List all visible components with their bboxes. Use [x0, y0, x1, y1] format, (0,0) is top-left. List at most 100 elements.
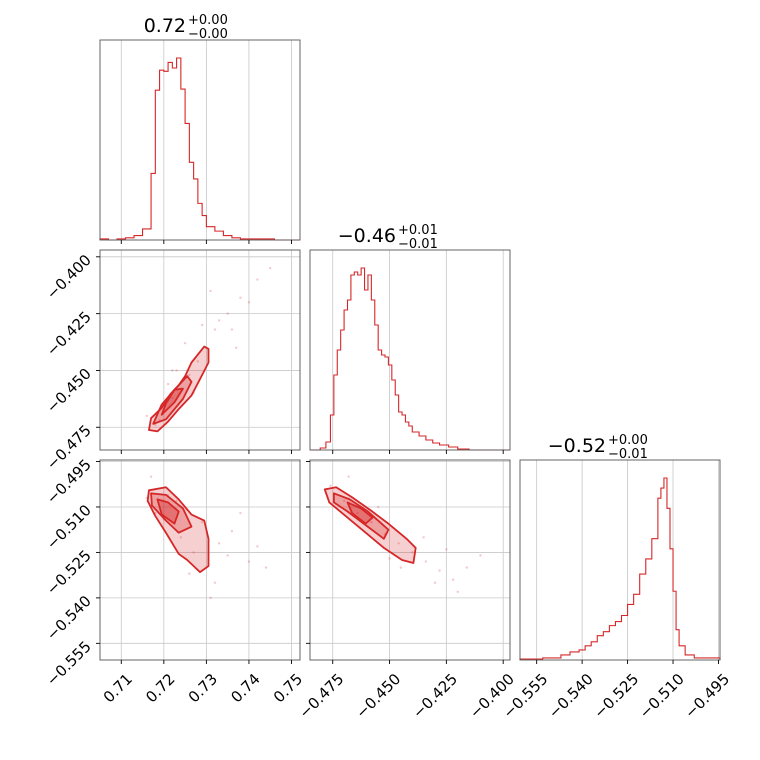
sample-point [200, 323, 204, 327]
sample-point [376, 505, 380, 509]
panel-background [100, 250, 300, 450]
y-tick-label: −0.400 [43, 251, 95, 303]
sample-point [196, 360, 200, 363]
histogram-step-line [99, 57, 300, 241]
density-panel-0-2: 0.71 0.72 0.73 0.74 0.75 −0.555−0.540−0.525−0… [43, 456, 306, 707]
sample-point [239, 296, 242, 299]
panel-background [100, 460, 300, 660]
sample-point [397, 542, 400, 545]
sample-point [226, 312, 229, 315]
panel-frame [309, 459, 511, 661]
sample-point [451, 578, 455, 581]
sample-point [213, 328, 217, 331]
sample-point [188, 373, 191, 377]
sample-point [209, 596, 212, 600]
histogram-panel-2: −0.555−0.540−0.525−0.510−0.495−0.52 +0.00… [499, 433, 733, 722]
x-tick-label: −0.510 [636, 670, 688, 722]
histogram-step-line [310, 267, 510, 451]
contour-inner [160, 387, 184, 416]
panel-title-minus: −0.01 [398, 237, 438, 252]
sample-point [183, 341, 187, 345]
sample-point [179, 536, 183, 539]
contour-middle [150, 492, 193, 534]
sample-point [239, 511, 242, 515]
panel-title-minus: −0.01 [608, 447, 648, 462]
sample-point [347, 475, 350, 478]
sample-point [226, 554, 229, 557]
sample-point [479, 554, 482, 557]
sample-point [192, 551, 195, 554]
contour-outer [323, 486, 417, 564]
panel-background [100, 40, 300, 240]
sample-point [171, 396, 174, 399]
density-panel-1-2: −0.475 −0.450 −0.425 −0.400 [295, 459, 518, 722]
x-tick-label: −0.525 [590, 670, 642, 722]
panel-frame [519, 459, 721, 661]
histogram-step-line [519, 477, 721, 660]
panel-frame [99, 249, 301, 451]
histogram-panel-0: 0.72 +0.00−0.00 [99, 13, 301, 244]
sample-point [171, 369, 174, 372]
sample-point [230, 328, 234, 331]
density-panel-0-1: −0.475−0.450−0.425−0.400 [43, 249, 301, 473]
sample-point [411, 551, 414, 554]
sample-point [188, 572, 191, 575]
x-tick-label: 0.75 [270, 670, 306, 706]
sample-point [166, 382, 170, 386]
sample-point [456, 590, 459, 594]
y-tick-label: −0.510 [43, 501, 95, 553]
panel-background [310, 460, 510, 660]
sample-point [433, 581, 437, 584]
sample-point [213, 581, 217, 584]
panel-title-plus: +0.00 [188, 13, 228, 28]
x-tick-label: 0.73 [185, 670, 221, 706]
contour-outer [146, 486, 210, 574]
sample-point [388, 557, 391, 560]
sample-point [175, 369, 178, 372]
sample-point [424, 560, 428, 563]
x-tick-label: −0.450 [352, 670, 404, 722]
sample-point [145, 414, 149, 418]
panel-title-plus: +0.01 [398, 223, 438, 238]
sample-point [154, 423, 157, 427]
histogram-panel-1: −0.46 +0.01−0.01 [309, 223, 511, 454]
y-tick-label: −0.540 [43, 592, 95, 644]
sample-point [209, 289, 212, 293]
sample-point [329, 484, 332, 487]
panel-frame [99, 39, 301, 241]
panel-frame [99, 459, 301, 661]
panel-frame [309, 249, 511, 451]
panel-title-value: 0.72 [144, 15, 186, 37]
panel-title-plus: +0.00 [608, 433, 648, 448]
sample-point [256, 278, 259, 281]
y-tick-label: −0.425 [43, 308, 95, 360]
sample-point [370, 520, 373, 524]
sample-point [465, 566, 469, 569]
sample-point [200, 520, 204, 524]
y-tick-label: −0.555 [43, 637, 95, 689]
panel-title-value: −0.46 [338, 225, 396, 247]
contour-inner [346, 501, 374, 525]
contour-inner [156, 498, 180, 525]
x-tick-label: 0.71 [100, 670, 136, 706]
sample-point [217, 319, 221, 322]
sample-point [356, 511, 359, 515]
y-tick-label: −0.525 [43, 547, 95, 599]
x-tick-label: −0.540 [545, 670, 597, 722]
sample-point [175, 499, 178, 503]
panel-background [520, 460, 720, 660]
panel-background [310, 250, 510, 450]
sample-point [399, 566, 403, 569]
sample-point [269, 266, 272, 270]
sample-point [438, 569, 441, 572]
panel-title-minus: −0.00 [188, 27, 228, 42]
sample-point [234, 346, 238, 349]
y-tick-label: −0.450 [43, 365, 95, 417]
sample-point [230, 530, 234, 533]
sample-point [247, 301, 251, 304]
sample-point [264, 566, 268, 569]
sample-point [247, 560, 251, 563]
x-tick-label: 0.74 [227, 670, 263, 706]
panel-title-value: −0.52 [548, 435, 606, 457]
